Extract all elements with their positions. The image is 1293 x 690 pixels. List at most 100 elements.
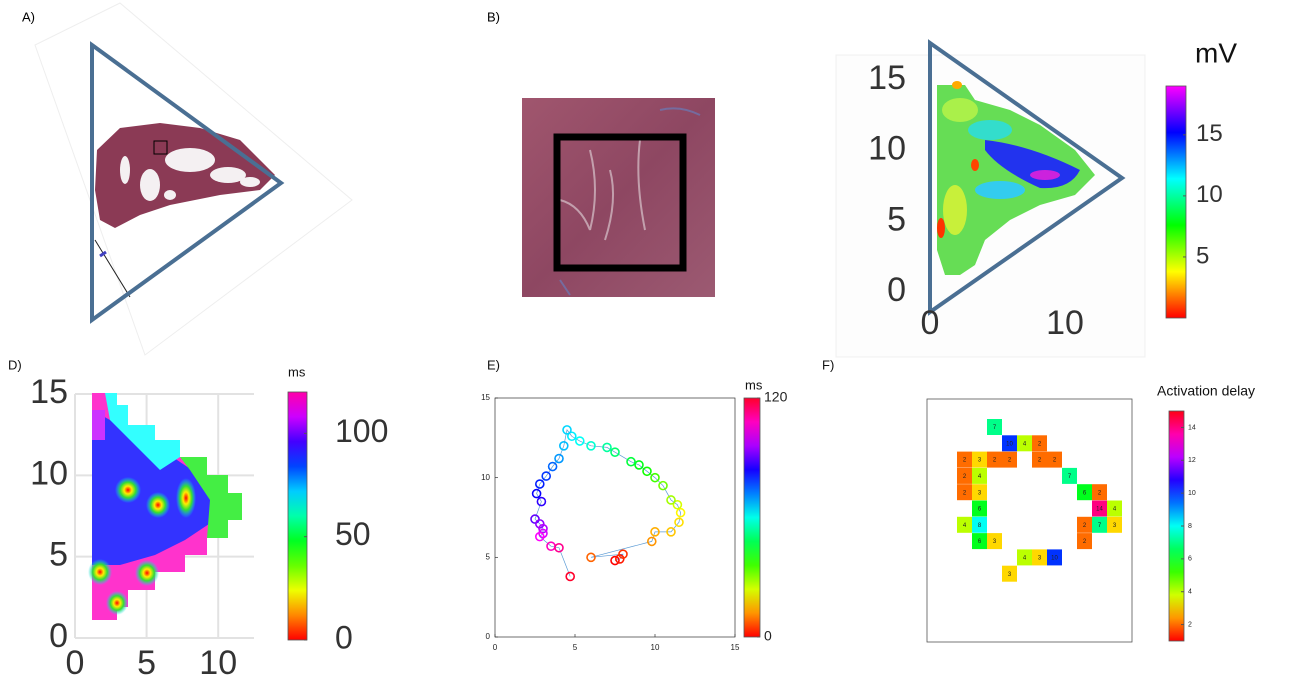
colorbar xyxy=(743,397,761,638)
colorbar-tick-label: 6 xyxy=(1188,556,1192,563)
cell-label: 3 xyxy=(1038,555,1042,561)
y-tick-label: 5 xyxy=(49,536,68,574)
colorbar-tick-label: 100 xyxy=(335,413,388,449)
panel-label: D) xyxy=(8,357,22,372)
cell xyxy=(1062,467,1077,484)
cell xyxy=(972,467,987,484)
cell-label: 6 xyxy=(978,507,982,513)
cell-label: 2 xyxy=(963,490,967,496)
cell-label: 4 xyxy=(1023,555,1027,561)
cell-label: 8 xyxy=(978,523,982,529)
point xyxy=(566,431,577,442)
x-tick-label: 0 xyxy=(921,304,940,342)
colorbar-title: ms xyxy=(288,364,306,379)
colorbar-tick-label: 120 xyxy=(764,389,788,405)
cell xyxy=(957,451,972,468)
cell xyxy=(1002,451,1017,468)
cell-label: 4 xyxy=(1113,507,1117,513)
cell-label: 2 xyxy=(963,474,967,480)
y-tick-label: 5 xyxy=(887,200,906,238)
cell xyxy=(1017,435,1032,452)
cell xyxy=(1092,484,1107,501)
cell-label: 4 xyxy=(978,474,982,480)
cell-label: 4 xyxy=(963,523,967,529)
plot-frame xyxy=(926,398,1133,643)
y-tick-label: 15 xyxy=(481,393,490,402)
point xyxy=(531,488,542,499)
point xyxy=(674,517,684,528)
cell-label: 7 xyxy=(1068,474,1072,480)
cell-label: 3 xyxy=(1008,572,1012,578)
cell xyxy=(1092,516,1107,533)
point xyxy=(586,440,596,451)
y-tick-label: 0 xyxy=(486,632,491,641)
image-frame xyxy=(34,2,353,356)
cell xyxy=(1107,500,1122,517)
colorbar-tick-label: 8 xyxy=(1188,523,1192,530)
point xyxy=(642,466,652,477)
cell-label: 14 xyxy=(1096,507,1103,513)
cell xyxy=(972,516,987,533)
colorbar-tick-label: 14 xyxy=(1188,424,1196,431)
cell xyxy=(1017,549,1032,566)
point xyxy=(547,461,558,472)
tissue xyxy=(95,123,275,228)
point xyxy=(536,496,547,507)
point xyxy=(554,542,564,553)
cell xyxy=(972,484,987,501)
cell-label: 6 xyxy=(1083,490,1087,496)
cell-label: 10 xyxy=(1051,555,1058,561)
colorbar xyxy=(1165,85,1187,319)
y-tick-label: 15 xyxy=(30,373,68,411)
x-tick-label: 10 xyxy=(1046,304,1084,342)
y-tick-label: 0 xyxy=(887,271,906,309)
cell xyxy=(1077,484,1092,501)
cell-label: 2 xyxy=(1053,458,1057,464)
tissue-texture xyxy=(559,107,701,296)
colorbar-title: Activation delay xyxy=(1157,383,1255,399)
cell-label: 2 xyxy=(1083,523,1087,529)
colorbar-tick-label: 0 xyxy=(764,628,772,644)
cell xyxy=(1077,533,1092,550)
point xyxy=(558,440,569,451)
cell xyxy=(987,533,1002,550)
colorbar-title: ms xyxy=(745,377,763,392)
cell xyxy=(1107,516,1122,533)
colorbar-tick-label: 10 xyxy=(1196,181,1223,208)
colorbar-title: mV xyxy=(1195,37,1237,68)
cell xyxy=(1002,565,1017,582)
colorbar-tick-label: 4 xyxy=(1188,589,1192,596)
x-tick-label: 5 xyxy=(137,644,156,682)
y-tick-label: 10 xyxy=(868,130,906,168)
y-tick-label: 10 xyxy=(481,473,490,482)
y-tick-label: 0 xyxy=(49,617,68,655)
cell xyxy=(957,516,972,533)
cell-label: 2 xyxy=(1083,539,1087,545)
heatmap-image xyxy=(88,393,242,620)
point xyxy=(562,425,572,435)
cell xyxy=(1092,500,1107,517)
cell xyxy=(1032,451,1047,468)
cell xyxy=(1032,435,1047,452)
x-tick-label: 15 xyxy=(731,643,740,652)
panel-label: F) xyxy=(822,357,834,372)
x-tick-label: 5 xyxy=(573,643,578,652)
colorbar-tick-label: 10 xyxy=(1188,490,1196,497)
point xyxy=(586,552,596,563)
trajectory-line xyxy=(534,429,681,577)
cell xyxy=(957,484,972,501)
cell-label: 2 xyxy=(963,458,967,464)
point xyxy=(565,571,576,582)
cell xyxy=(972,500,987,517)
cell xyxy=(1047,451,1062,468)
panel-label: B) xyxy=(487,9,500,24)
colorbar xyxy=(287,391,308,641)
cell xyxy=(1077,516,1092,533)
colorbar-tick-label: 5 xyxy=(1196,242,1209,269)
point xyxy=(658,480,668,491)
point xyxy=(530,514,540,524)
cell-label: 3 xyxy=(978,458,982,464)
heatmap-image xyxy=(937,81,1095,275)
cell-label: 2 xyxy=(993,458,997,464)
